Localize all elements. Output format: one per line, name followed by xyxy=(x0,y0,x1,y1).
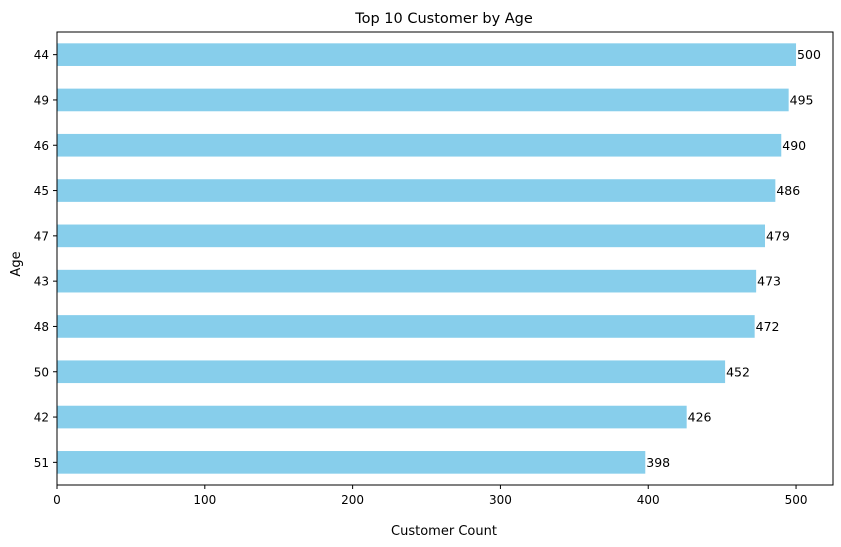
y-tick-label: 42 xyxy=(34,411,49,425)
y-tick-label: 48 xyxy=(34,320,49,334)
y-axis-ticks: 44 49 46 45 47 43 48 50 42 51 xyxy=(34,48,57,470)
y-tick-label: 49 xyxy=(34,93,49,107)
x-tick-label: 500 xyxy=(785,493,808,507)
data-label-age-49: 495 xyxy=(790,92,814,107)
bar-age-46 xyxy=(57,133,782,157)
bar-age-42 xyxy=(57,405,687,429)
y-tick-label: 43 xyxy=(34,275,49,289)
x-tick-label: 0 xyxy=(53,493,61,507)
data-label-age-48: 472 xyxy=(756,319,780,334)
y-tick-label: 47 xyxy=(34,229,49,243)
bar-age-50 xyxy=(57,360,726,384)
data-label-age-43: 473 xyxy=(757,274,781,289)
data-label-age-47: 479 xyxy=(766,228,790,243)
data-labels-group: 500 495 490 486 479 473 472 452 426 398 xyxy=(646,47,821,470)
x-tick-label: 400 xyxy=(637,493,660,507)
data-label-age-44: 500 xyxy=(797,47,821,62)
y-axis-title: Age xyxy=(9,251,24,276)
y-tick-label: 46 xyxy=(34,139,49,153)
bar-age-45 xyxy=(57,179,776,202)
plot-frame xyxy=(56,31,834,486)
y-tick-label: 50 xyxy=(34,365,49,379)
bar-age-47 xyxy=(57,224,766,248)
bar-age-51 xyxy=(57,451,646,474)
y-tick-label: 44 xyxy=(34,48,49,62)
y-tick-label: 51 xyxy=(34,456,49,470)
x-axis-title: Customer Count xyxy=(391,524,497,539)
bars-group xyxy=(57,43,797,474)
bar-age-44 xyxy=(57,43,797,66)
bar-age-43 xyxy=(57,269,757,293)
bar-age-49 xyxy=(57,88,789,112)
x-tick-label: 100 xyxy=(193,493,216,507)
x-axis-ticks: 0 100 200 300 400 500 xyxy=(53,485,808,507)
data-label-age-50: 452 xyxy=(726,364,750,379)
data-label-age-42: 426 xyxy=(688,410,712,425)
x-tick-label: 200 xyxy=(341,493,364,507)
data-label-age-45: 486 xyxy=(776,183,800,198)
bar-age-48 xyxy=(57,315,755,338)
chart-title: Top 10 Customer by Age xyxy=(354,11,533,27)
x-tick-label: 300 xyxy=(489,493,512,507)
data-label-age-46: 490 xyxy=(782,138,806,153)
y-tick-label: 45 xyxy=(34,184,49,198)
data-label-age-51: 398 xyxy=(646,455,670,470)
